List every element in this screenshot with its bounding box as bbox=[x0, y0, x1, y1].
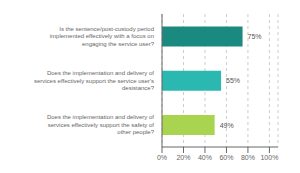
svg-text:49%: 49% bbox=[220, 122, 234, 129]
svg-text:60%: 60% bbox=[219, 154, 233, 161]
svg-text:55%: 55% bbox=[226, 77, 240, 84]
svg-text:75%: 75% bbox=[248, 33, 262, 40]
svg-text:0%: 0% bbox=[157, 154, 167, 161]
svg-text:Is the sentence/post-custody p: Is the sentence/post-custody periodimple… bbox=[50, 26, 155, 47]
svg-text:20%: 20% bbox=[176, 154, 190, 161]
svg-text:80%: 80% bbox=[241, 154, 255, 161]
svg-text:100%: 100% bbox=[260, 154, 278, 161]
svg-text:Does the implementation and de: Does the implementation and delivery ofs… bbox=[34, 70, 155, 91]
svg-text:40%: 40% bbox=[198, 154, 212, 161]
svg-text:Does the implementation and de: Does the implementation and delivery ofs… bbox=[47, 114, 155, 135]
